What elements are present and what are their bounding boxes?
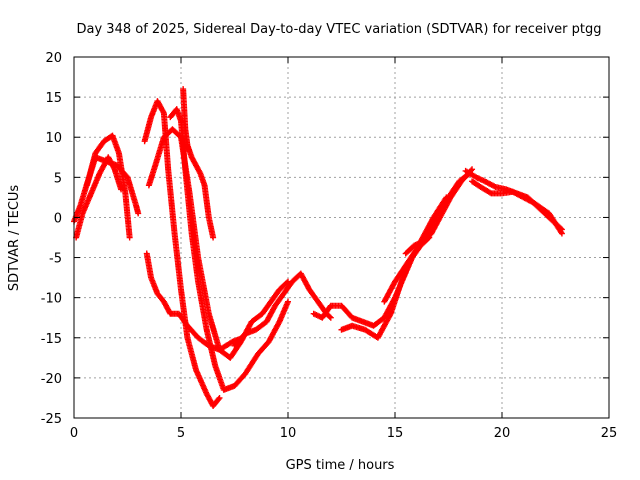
- y-tick-label: 15: [45, 91, 62, 106]
- x-tick-label: 15: [387, 426, 404, 441]
- series-pass-6: [167, 106, 291, 393]
- series-pass-8: [143, 250, 247, 353]
- x-tick-label: 20: [494, 426, 511, 441]
- y-tick-label: -10: [41, 292, 62, 307]
- series-pass-13: [402, 166, 476, 257]
- data-points: [71, 86, 565, 409]
- series-pass-9: [231, 270, 334, 349]
- series-pass-4: [141, 98, 223, 409]
- plus-marker: [285, 298, 291, 305]
- y-tick-label: -20: [41, 372, 62, 387]
- series-pass-7: [180, 86, 217, 241]
- y-tick-label: 20: [45, 51, 62, 66]
- x-tick-label: 10: [280, 426, 297, 441]
- series-pass-15: [469, 178, 565, 237]
- plus-marker: [327, 314, 334, 321]
- x-axis-label: GPS time / hours: [286, 458, 395, 473]
- x-tick-label: 0: [70, 426, 78, 441]
- y-tick-label: 0: [54, 211, 62, 226]
- y-tick-label: -5: [49, 252, 62, 267]
- plus-marker: [118, 186, 125, 193]
- y-tick-label: 10: [45, 131, 62, 146]
- series-pass-3: [83, 154, 142, 217]
- axis-ticks: 0 5 10 15 20 25 -25 -20 -15 -10 -5 0 5 10 15 20: [41, 51, 618, 441]
- plus-marker: [326, 313, 333, 320]
- plus-marker: [215, 396, 222, 403]
- series-pass-11: [338, 194, 450, 341]
- chart-title: Day 348 of 2025, Sidereal Day-to-day VTE…: [77, 22, 602, 37]
- plus-marker: [469, 166, 476, 173]
- series-pass-1: [71, 132, 133, 241]
- plus-marker: [135, 210, 142, 217]
- y-tick-label: -25: [41, 412, 62, 427]
- plus-marker: [126, 234, 133, 241]
- x-tick-label: 5: [177, 426, 185, 441]
- y-tick-label: -15: [41, 332, 62, 347]
- plus-marker: [558, 230, 565, 237]
- y-tick-label: 5: [54, 171, 62, 186]
- grid-lines: [74, 57, 609, 418]
- plus-marker: [210, 234, 217, 241]
- plus-marker: [216, 394, 223, 401]
- plot-frame: [73, 56, 610, 419]
- x-tick-label: 25: [601, 426, 618, 441]
- y-axis-label: SDTVAR / TECUs: [7, 185, 22, 292]
